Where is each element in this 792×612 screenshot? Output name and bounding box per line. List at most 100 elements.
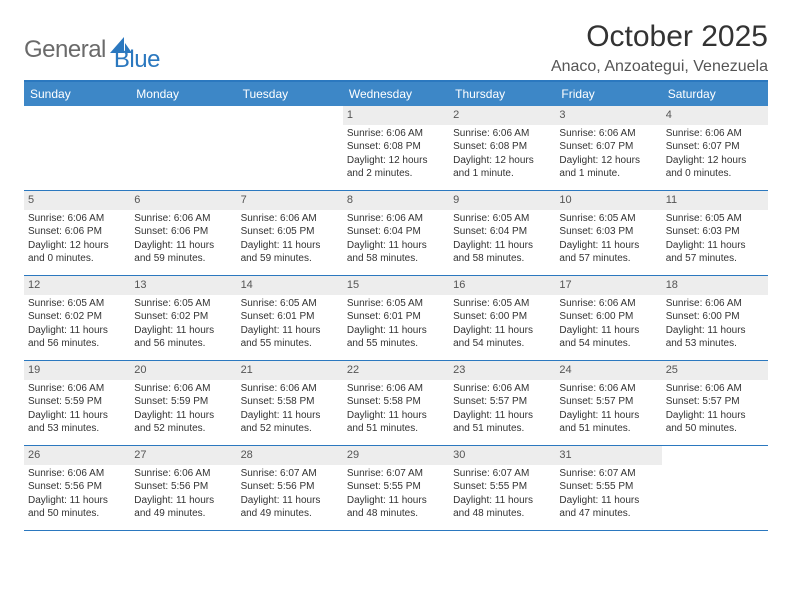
dow-row: SundayMondayTuesdayWednesdayThursdayFrid… xyxy=(24,82,768,106)
sunrise-text: Sunrise: 6:07 AM xyxy=(241,467,339,481)
day-number xyxy=(662,446,768,465)
sunset-text: Sunset: 5:58 PM xyxy=(241,395,339,409)
day-number: 6 xyxy=(130,191,236,210)
week-row: 19Sunrise: 6:06 AMSunset: 5:59 PMDayligh… xyxy=(24,361,768,446)
sunset-text: Sunset: 6:02 PM xyxy=(28,310,126,324)
sunset-text: Sunset: 5:56 PM xyxy=(28,480,126,494)
week-row: 26Sunrise: 6:06 AMSunset: 5:56 PMDayligh… xyxy=(24,446,768,531)
day-cell: 5Sunrise: 6:06 AMSunset: 6:06 PMDaylight… xyxy=(24,191,130,275)
day-number: 24 xyxy=(555,361,661,380)
sunset-text: Sunset: 5:57 PM xyxy=(666,395,764,409)
sunrise-text: Sunrise: 6:07 AM xyxy=(559,467,657,481)
daylight-text: Daylight: 11 hours and 49 minutes. xyxy=(241,494,339,521)
sunset-text: Sunset: 6:08 PM xyxy=(347,140,445,154)
sunset-text: Sunset: 6:07 PM xyxy=(559,140,657,154)
daylight-text: Daylight: 11 hours and 57 minutes. xyxy=(666,239,764,266)
day-number: 26 xyxy=(24,446,130,465)
day-number: 20 xyxy=(130,361,236,380)
sunrise-text: Sunrise: 6:06 AM xyxy=(666,297,764,311)
daylight-text: Daylight: 12 hours and 1 minute. xyxy=(453,154,551,181)
location: Anaco, Anzoategui, Venezuela xyxy=(551,58,768,76)
day-cell: 1Sunrise: 6:06 AMSunset: 6:08 PMDaylight… xyxy=(343,106,449,190)
day-cell: 18 Sunrise: 6:06 AMSunset: 6:00 PMDayligh… xyxy=(662,276,768,360)
sunrise-text: Sunrise: 6:06 AM xyxy=(347,212,445,226)
day-cell: 27Sunrise: 6:06 AMSunset: 5:56 PMDayligh… xyxy=(130,446,236,530)
daylight-text: Daylight: 12 hours and 2 minutes. xyxy=(347,154,445,181)
day-number: 27 xyxy=(130,446,236,465)
day-number: 18 xyxy=(662,276,768,295)
day-number: 5 xyxy=(24,191,130,210)
sunrise-text: Sunrise: 6:06 AM xyxy=(134,212,232,226)
sunrise-text: Sunrise: 6:06 AM xyxy=(347,127,445,141)
day-cell: 29Sunrise: 6:07 AMSunset: 5:55 PMDayligh… xyxy=(343,446,449,530)
week-row: 5Sunrise: 6:06 AMSunset: 6:06 PMDaylight… xyxy=(24,191,768,276)
daylight-text: Daylight: 11 hours and 51 minutes. xyxy=(453,409,551,436)
daylight-text: Daylight: 11 hours and 55 minutes. xyxy=(347,324,445,351)
daylight-text: Daylight: 11 hours and 49 minutes. xyxy=(134,494,232,521)
sunset-text: Sunset: 5:57 PM xyxy=(559,395,657,409)
sunrise-text: Sunrise: 6:05 AM xyxy=(28,297,126,311)
day-number: 11 xyxy=(662,191,768,210)
day-number xyxy=(130,106,236,125)
dow-cell: Thursday xyxy=(449,82,555,106)
sunrise-text: Sunrise: 6:06 AM xyxy=(28,382,126,396)
daylight-text: Daylight: 11 hours and 59 minutes. xyxy=(241,239,339,266)
sunrise-text: Sunrise: 6:05 AM xyxy=(347,297,445,311)
title-block: October 2025 Anaco, Anzoategui, Venezuel… xyxy=(551,20,768,76)
day-number: 3 xyxy=(555,106,661,125)
daylight-text: Daylight: 11 hours and 50 minutes. xyxy=(28,494,126,521)
day-number: 14 xyxy=(237,276,343,295)
dow-cell: Monday xyxy=(130,82,236,106)
day-number: 22 xyxy=(343,361,449,380)
sunrise-text: Sunrise: 6:06 AM xyxy=(666,127,764,141)
sunset-text: Sunset: 5:57 PM xyxy=(453,395,551,409)
logo-text-blue: Blue xyxy=(114,46,160,74)
daylight-text: Daylight: 11 hours and 55 minutes. xyxy=(241,324,339,351)
day-cell: 17Sunrise: 6:06 AMSunset: 6:00 PMDayligh… xyxy=(555,276,661,360)
sunset-text: Sunset: 6:00 PM xyxy=(666,310,764,324)
day-cell: 30Sunrise: 6:07 AMSunset: 5:55 PMDayligh… xyxy=(449,446,555,530)
daylight-text: Daylight: 11 hours and 59 minutes. xyxy=(134,239,232,266)
daylight-text: Daylight: 11 hours and 52 minutes. xyxy=(241,409,339,436)
day-number: 4 xyxy=(662,106,768,125)
sunrise-text: Sunrise: 6:06 AM xyxy=(559,297,657,311)
day-number: 28 xyxy=(237,446,343,465)
day-cell: 26Sunrise: 6:06 AMSunset: 5:56 PMDayligh… xyxy=(24,446,130,530)
month-title: October 2025 xyxy=(551,20,768,54)
dow-cell: Wednesday xyxy=(343,82,449,106)
day-cell: 24Sunrise: 6:06 AMSunset: 5:57 PMDayligh… xyxy=(555,361,661,445)
sunrise-text: Sunrise: 6:05 AM xyxy=(134,297,232,311)
sunset-text: Sunset: 6:08 PM xyxy=(453,140,551,154)
sunset-text: Sunset: 6:00 PM xyxy=(453,310,551,324)
day-number: 15 xyxy=(343,276,449,295)
day-cell: 22Sunrise: 6:06 AMSunset: 5:58 PMDayligh… xyxy=(343,361,449,445)
sunset-text: Sunset: 6:06 PM xyxy=(134,225,232,239)
sunset-text: Sunset: 6:01 PM xyxy=(241,310,339,324)
daylight-text: Daylight: 11 hours and 53 minutes. xyxy=(666,324,764,351)
day-cell: 7Sunrise: 6:06 AMSunset: 6:05 PMDaylight… xyxy=(237,191,343,275)
day-cell: 3Sunrise: 6:06 AMSunset: 6:07 PMDaylight… xyxy=(555,106,661,190)
week-row: 1Sunrise: 6:06 AMSunset: 6:08 PMDaylight… xyxy=(24,106,768,191)
day-cell: 20Sunrise: 6:06 AMSunset: 5:59 PMDayligh… xyxy=(130,361,236,445)
sunrise-text: Sunrise: 6:06 AM xyxy=(453,127,551,141)
day-cell: 14Sunrise: 6:05 AMSunset: 6:01 PMDayligh… xyxy=(237,276,343,360)
sunset-text: Sunset: 5:59 PM xyxy=(134,395,232,409)
sunset-text: Sunset: 6:03 PM xyxy=(666,225,764,239)
day-number: 13 xyxy=(130,276,236,295)
day-number: 16 xyxy=(449,276,555,295)
sunrise-text: Sunrise: 6:06 AM xyxy=(453,382,551,396)
sunset-text: Sunset: 5:55 PM xyxy=(453,480,551,494)
sunset-text: Sunset: 6:05 PM xyxy=(241,225,339,239)
day-number: 12 xyxy=(24,276,130,295)
day-cell xyxy=(24,106,130,190)
daylight-text: Daylight: 11 hours and 57 minutes. xyxy=(559,239,657,266)
dow-cell: Sunday xyxy=(24,82,130,106)
sunrise-text: Sunrise: 6:06 AM xyxy=(559,382,657,396)
sunset-text: Sunset: 6:04 PM xyxy=(453,225,551,239)
daylight-text: Daylight: 12 hours and 0 minutes. xyxy=(666,154,764,181)
day-cell xyxy=(237,106,343,190)
day-number: 31 xyxy=(555,446,661,465)
sunrise-text: Sunrise: 6:06 AM xyxy=(559,127,657,141)
daylight-text: Daylight: 11 hours and 48 minutes. xyxy=(453,494,551,521)
sunrise-text: Sunrise: 6:06 AM xyxy=(134,382,232,396)
